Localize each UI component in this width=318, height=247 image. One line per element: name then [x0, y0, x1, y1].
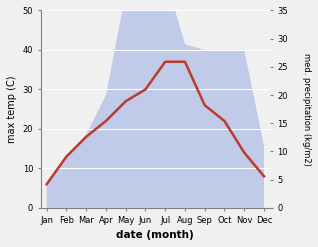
Y-axis label: max temp (C): max temp (C) — [7, 75, 17, 143]
Y-axis label: med. precipitation (kg/m2): med. precipitation (kg/m2) — [302, 53, 311, 165]
X-axis label: date (month): date (month) — [116, 230, 194, 240]
